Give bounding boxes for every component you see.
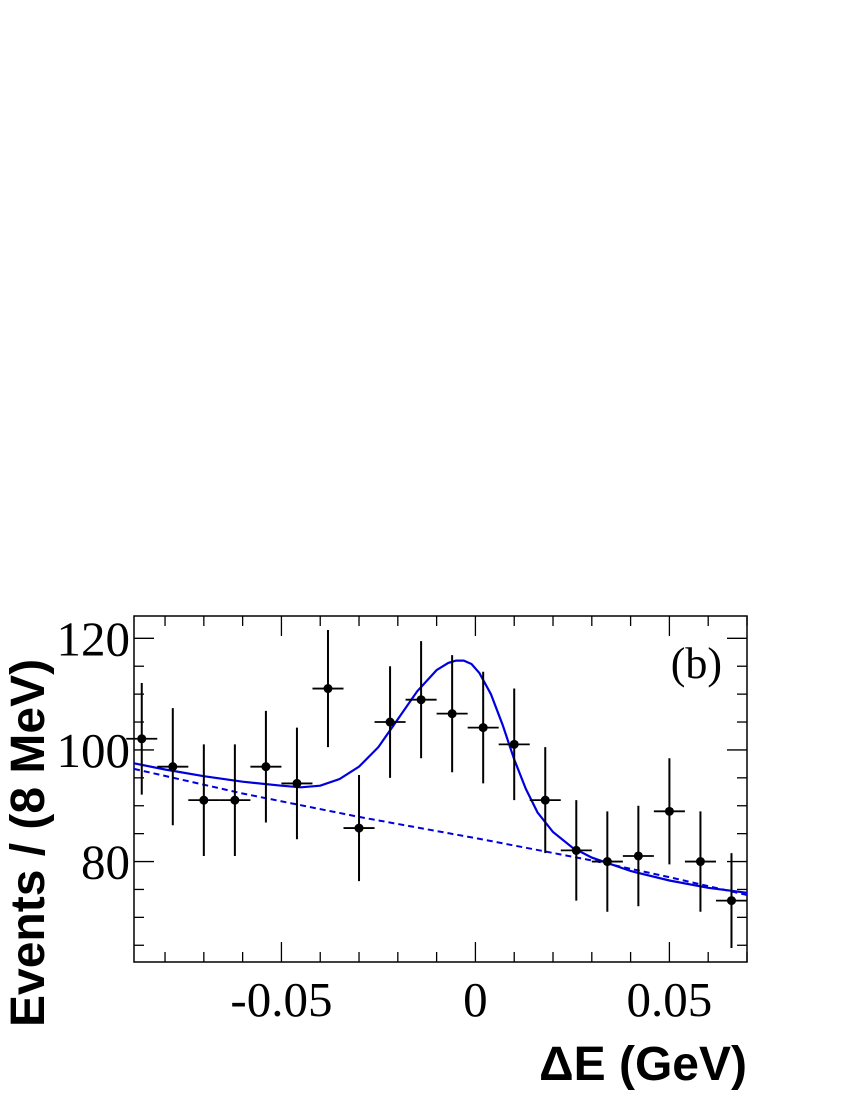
data-point — [354, 823, 364, 833]
data-point — [695, 857, 705, 867]
data-point — [137, 734, 147, 744]
x-tick-label: 0.05 — [627, 972, 713, 1027]
x-tick-label: 0 — [463, 972, 488, 1027]
fit-total-curve — [133, 659, 748, 894]
x-axis-title: ΔE (GeV) — [539, 1038, 747, 1091]
data-point — [447, 709, 457, 719]
plot-frame — [133, 615, 748, 963]
data-point — [230, 795, 240, 805]
data-point — [323, 684, 333, 694]
data-point — [571, 845, 581, 855]
x-tick-label: -0.05 — [230, 972, 332, 1027]
data-point — [292, 778, 302, 788]
data-point — [664, 806, 674, 816]
y-tick-label: 100 — [57, 723, 131, 778]
data-point — [478, 723, 488, 733]
y-tick-label: 120 — [57, 611, 131, 666]
fit-background-curve — [133, 767, 748, 896]
fit-curves — [133, 659, 748, 896]
y-tick-labels: 80 100 120 — [57, 611, 131, 889]
panel-label: (b) — [671, 639, 722, 688]
data-point — [509, 739, 519, 749]
x-tick-labels: -0.05 0 0.05 — [230, 972, 712, 1027]
data-point — [261, 762, 271, 772]
y-axis-title: Events / (8 MeV) — [2, 659, 55, 1027]
y-tick-label: 80 — [81, 835, 130, 890]
data-point — [385, 717, 395, 727]
tick-marks — [134, 616, 748, 962]
data-point — [199, 795, 209, 805]
data-point — [633, 851, 643, 861]
data-point — [726, 896, 736, 906]
data-point — [540, 795, 550, 805]
data-point — [416, 695, 426, 705]
data-point — [168, 762, 178, 772]
data-point — [602, 857, 612, 867]
data-points — [126, 629, 747, 949]
